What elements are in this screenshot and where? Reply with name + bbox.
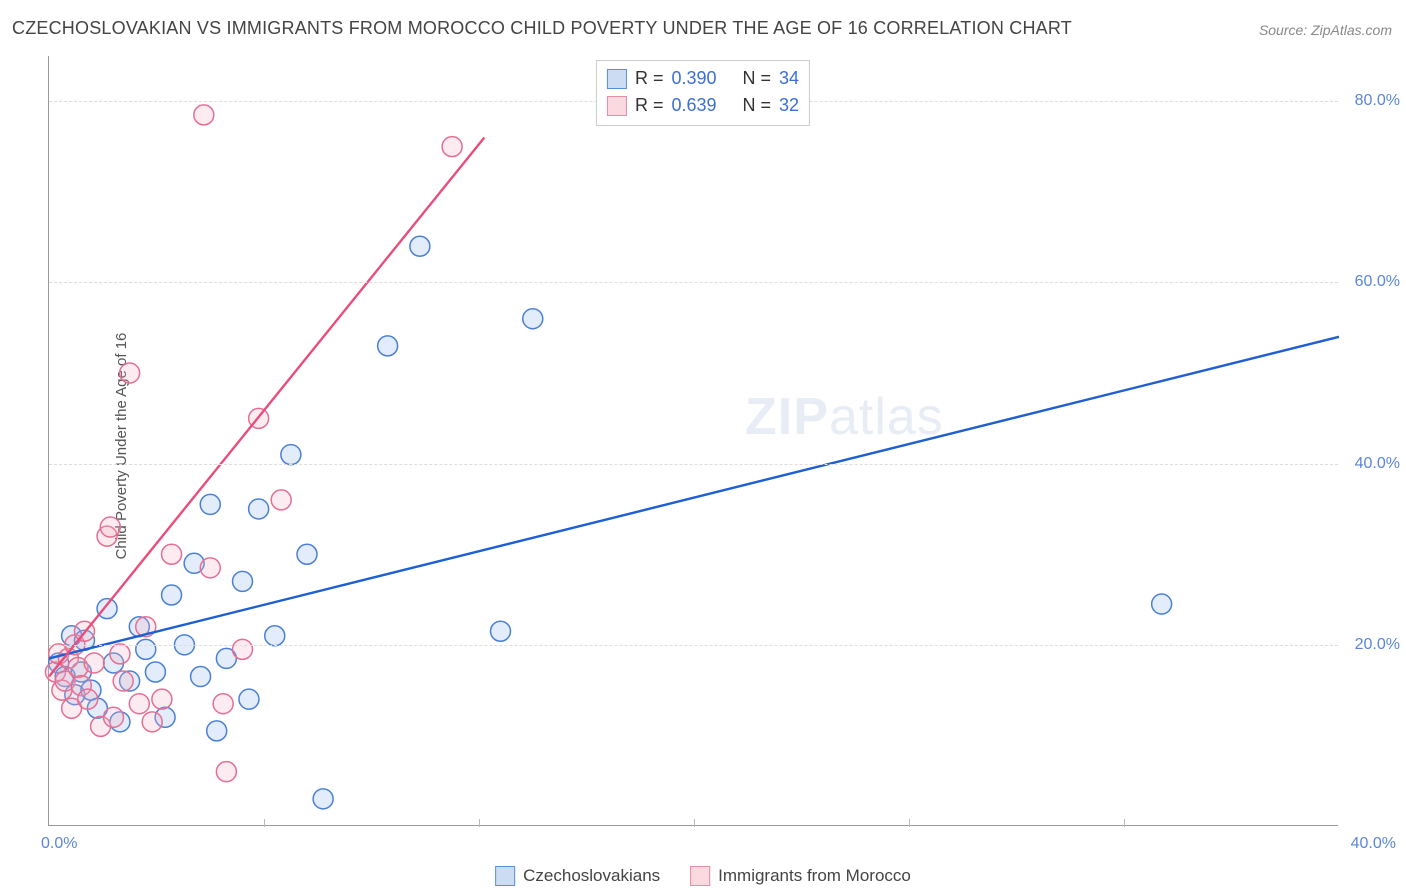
source-credit: Source: ZipAtlas.com bbox=[1259, 22, 1392, 38]
legend-item: Immigrants from Morocco bbox=[690, 866, 911, 886]
legend-label: Immigrants from Morocco bbox=[718, 866, 911, 886]
swatch-icon bbox=[607, 69, 627, 89]
swatch-icon bbox=[607, 96, 627, 116]
stats-row-series-1: R = 0.390 N = 34 bbox=[607, 65, 799, 92]
legend-item: Czechoslovakians bbox=[495, 866, 660, 886]
chart-title: CZECHOSLOVAKIAN VS IMMIGRANTS FROM MOROC… bbox=[12, 18, 1072, 39]
swatch-icon bbox=[495, 866, 515, 886]
scatter-svg bbox=[49, 56, 1339, 826]
correlation-stats-box: R = 0.390 N = 34 R = 0.639 N = 32 bbox=[596, 60, 810, 126]
chart-container: CZECHOSLOVAKIAN VS IMMIGRANTS FROM MOROC… bbox=[0, 0, 1406, 892]
legend: Czechoslovakians Immigrants from Morocco bbox=[495, 866, 911, 886]
swatch-icon bbox=[690, 866, 710, 886]
legend-label: Czechoslovakians bbox=[523, 866, 660, 886]
plot-area: ZIPatlas 20.0%40.0%60.0%80.0%0.0%40.0% bbox=[48, 56, 1338, 826]
stats-row-series-2: R = 0.639 N = 32 bbox=[607, 92, 799, 119]
